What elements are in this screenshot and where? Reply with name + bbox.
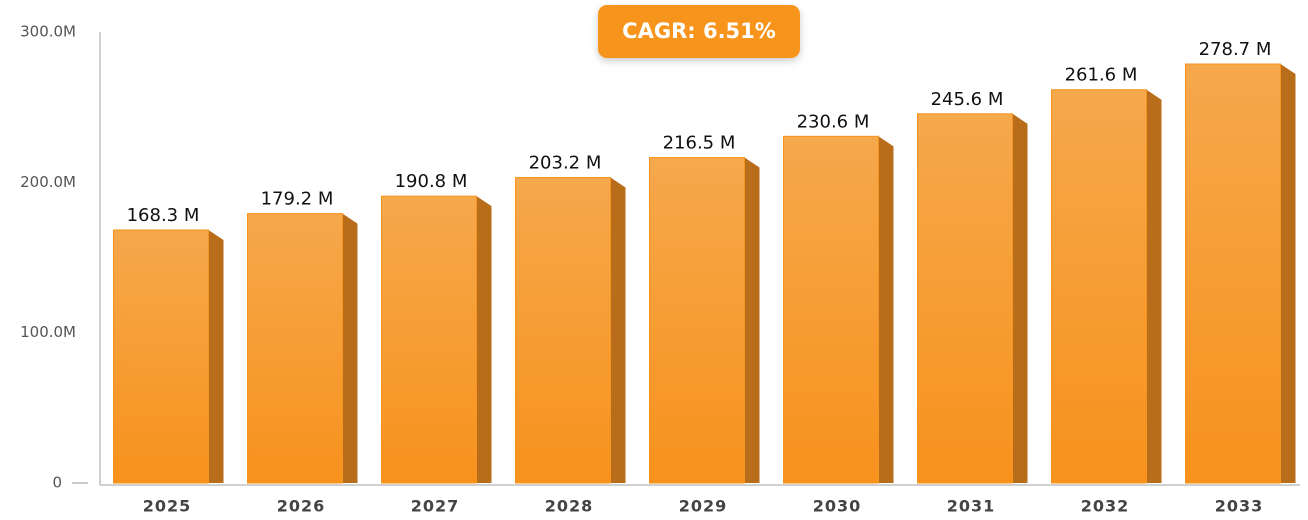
value-label: 278.7 M — [1199, 39, 1272, 60]
x-tick-label: 2027 — [411, 497, 460, 516]
bar — [1051, 89, 1147, 484]
x-tick-label: 2033 — [1215, 497, 1264, 516]
bar-side — [1012, 113, 1028, 483]
y-tick-label: 300.0M — [20, 23, 76, 41]
y-tick-label: 100.0M — [20, 323, 76, 341]
bar-side — [1146, 89, 1162, 483]
bar-side — [342, 213, 358, 483]
bar-side — [208, 229, 224, 483]
bar-side — [610, 177, 626, 484]
y-tick-label: 0 — [52, 474, 62, 492]
bar-side — [476, 196, 492, 483]
value-label: 230.6 M — [797, 111, 870, 132]
value-label: 190.8 M — [395, 171, 468, 192]
bar — [1185, 63, 1281, 484]
value-label: 179.2 M — [261, 189, 334, 210]
x-tick-label: 2030 — [813, 497, 862, 516]
bar — [247, 213, 343, 484]
y-tick-label: 200.0M — [20, 173, 76, 191]
bar — [917, 113, 1013, 484]
x-tick-label: 2028 — [545, 497, 594, 516]
x-tick-label: 2026 — [277, 497, 326, 516]
cagr-label: CAGR: 6.51% — [622, 19, 776, 43]
bar — [783, 135, 879, 484]
value-label: 261.6 M — [1065, 65, 1138, 86]
bar — [113, 229, 209, 484]
bar — [381, 195, 477, 484]
x-tick-label: 2029 — [679, 497, 728, 516]
bar-side — [878, 136, 894, 483]
bar — [515, 177, 611, 484]
bar-side — [744, 157, 760, 484]
cagr-badge — [598, 5, 800, 58]
x-tick-label: 2032 — [1081, 497, 1130, 516]
value-label: 168.3 M — [127, 205, 200, 226]
x-tick-label: 2031 — [947, 497, 996, 516]
value-label: 216.5 M — [663, 133, 736, 154]
bar-side — [1280, 64, 1296, 484]
value-label: 245.6 M — [931, 89, 1004, 110]
x-tick-label: 2025 — [143, 497, 192, 516]
value-label: 203.2 M — [529, 153, 602, 174]
bar — [649, 157, 745, 484]
